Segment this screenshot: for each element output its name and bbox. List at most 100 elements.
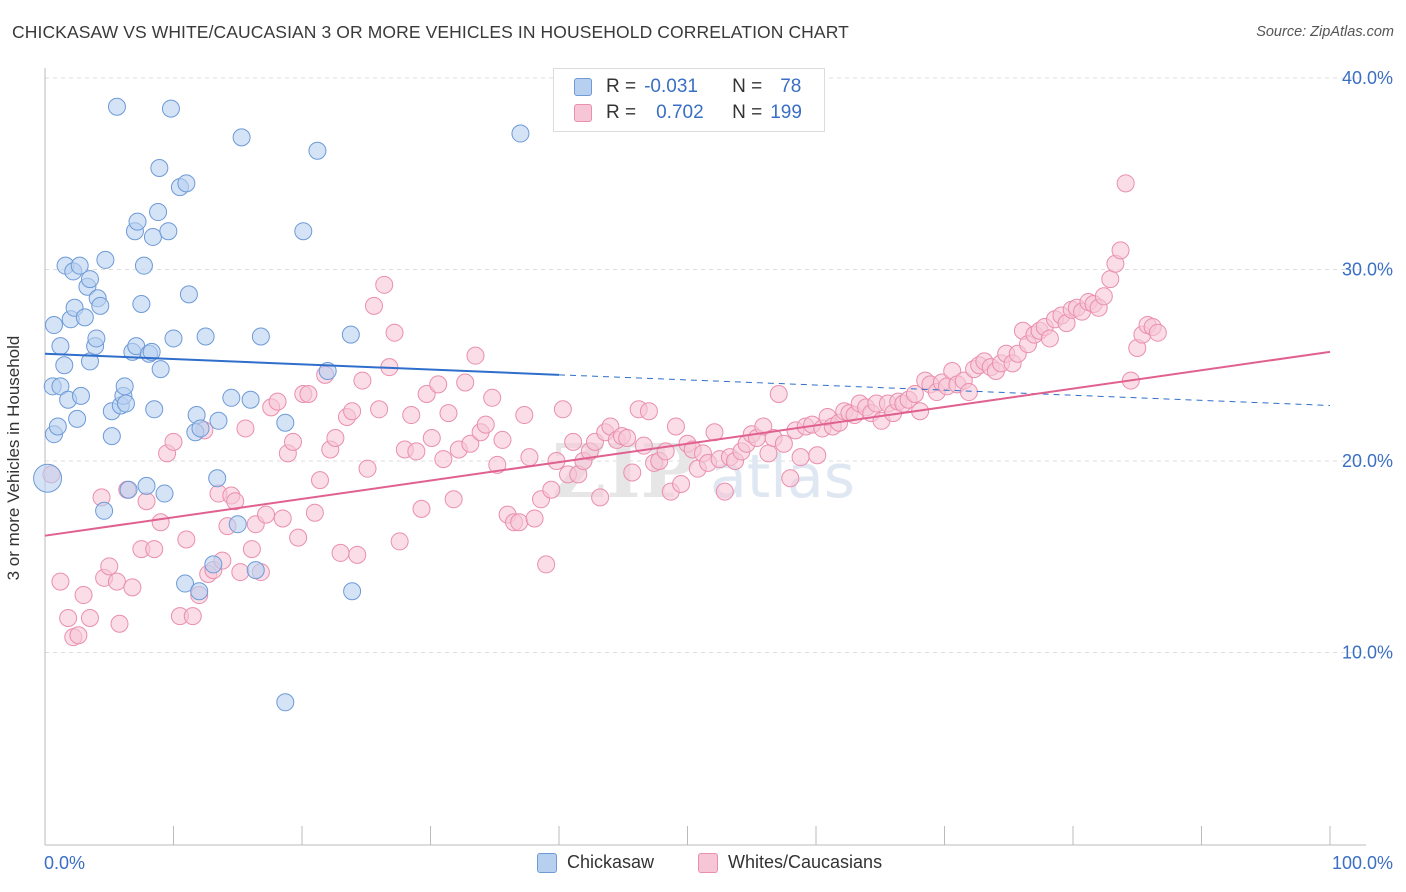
whites-point (177, 530, 196, 549)
chickasaw-point (95, 501, 114, 520)
whites-point (1101, 270, 1120, 289)
chickasaw-point (142, 342, 161, 361)
chickasaw-point (71, 386, 90, 405)
chickasaw-point (176, 574, 195, 593)
whites-point (564, 432, 583, 451)
whites-point (769, 384, 788, 403)
n-value-chickasaw: 78 (780, 76, 802, 97)
whites-point (412, 499, 431, 518)
chickasaw-point (143, 227, 162, 246)
chickasaw-point (276, 413, 295, 432)
whites-point (520, 448, 539, 467)
legend-label-whites: Whites/Caucasians (728, 852, 883, 872)
whites-point (353, 371, 372, 390)
whites-point (417, 384, 436, 403)
chickasaw-point (119, 480, 138, 499)
y-tick-label: 30.0% (1342, 260, 1393, 280)
whites-point (183, 607, 202, 626)
source-label: Source: ZipAtlas.com (1256, 24, 1394, 40)
chickasaw-point (128, 212, 147, 231)
chickasaw-point (137, 476, 156, 495)
legend-row-whites: R = 0.702 N = 199 (574, 101, 802, 125)
whites-point (268, 392, 287, 411)
whites-point (257, 505, 276, 524)
whites-point (715, 482, 734, 501)
whites-point (370, 400, 389, 419)
x-tick-label: 0.0% (44, 853, 85, 873)
correlation-legend: R = -0.031 N = 78 R = 0.702 N = 199 (553, 68, 825, 132)
whites-point (515, 406, 534, 425)
chickasaw-point (116, 394, 135, 413)
whites-point (299, 384, 318, 403)
whites-point (107, 572, 126, 591)
whites-point (439, 404, 458, 423)
chickasaw-point (208, 469, 227, 488)
whites-point (305, 503, 324, 522)
whites-point (390, 532, 409, 551)
whites-point (123, 578, 142, 597)
chickasaw-point (177, 174, 196, 193)
whites-point (364, 296, 383, 315)
whites-point (553, 400, 572, 419)
chickasaw-point (91, 296, 110, 315)
whites-point (808, 446, 827, 465)
chickasaw-point (151, 360, 170, 379)
whites-point (242, 540, 261, 559)
chickasaw-point (251, 327, 270, 346)
whites-point (781, 469, 800, 488)
whites-point (284, 432, 303, 451)
chickasaw-trend-solid (44, 352, 560, 376)
whites-point (434, 450, 453, 469)
chickasaw-point (341, 325, 360, 344)
whites-point (623, 463, 642, 482)
chickasaw-point (51, 377, 70, 396)
chickasaw-point (51, 337, 70, 356)
whites-point (618, 429, 637, 448)
whites-point (774, 434, 793, 453)
whites-point (273, 509, 292, 528)
chickasaw-trend-dashed (558, 374, 1331, 406)
chickasaw-point (294, 222, 313, 241)
whites-point (639, 402, 658, 421)
whites-point (80, 609, 99, 628)
chickasaw-points (33, 97, 530, 712)
whites-points (42, 174, 1167, 647)
trend-lines (44, 350, 1331, 537)
whites-point (905, 384, 924, 403)
chickasaw-point (48, 417, 67, 436)
chickasaw-point (68, 409, 87, 428)
whites-point (59, 609, 78, 628)
whites-point (510, 513, 529, 532)
whites-point (151, 513, 170, 532)
n-value-whites: 199 (770, 102, 802, 123)
chickasaw-point (155, 484, 174, 503)
y-tick-label: 40.0% (1342, 68, 1393, 88)
whites-point (145, 540, 164, 559)
chickasaw-point (145, 400, 164, 419)
chickasaw-point (159, 222, 178, 241)
y-axis-label: 3 or more Vehicles in Household (4, 335, 23, 581)
whites-point (69, 626, 88, 645)
chickasaw-point (102, 427, 121, 446)
tick-labels: 10.0% 20.0% 30.0% 40.0% 0.0% 100.0% (44, 68, 1393, 873)
whites-point (754, 417, 773, 436)
whites-point (100, 557, 119, 576)
whites-point (1116, 174, 1135, 193)
whites-point (1148, 323, 1167, 342)
chickasaw-point (164, 329, 183, 348)
whites-point (1111, 241, 1130, 260)
chickasaw-point (150, 159, 169, 178)
y-tick-label: 20.0% (1342, 451, 1393, 471)
whites-point (666, 417, 685, 436)
whites-point (488, 455, 507, 474)
whites-point (236, 419, 255, 438)
chickasaw-point (132, 294, 151, 313)
chickasaw-point (232, 128, 251, 147)
chickasaw-point (161, 99, 180, 118)
chickasaw-point (107, 97, 126, 116)
chickasaw-point (33, 463, 63, 493)
chickasaw-point (308, 141, 327, 160)
chickasaw-point (70, 256, 89, 275)
whites-point (466, 346, 485, 365)
